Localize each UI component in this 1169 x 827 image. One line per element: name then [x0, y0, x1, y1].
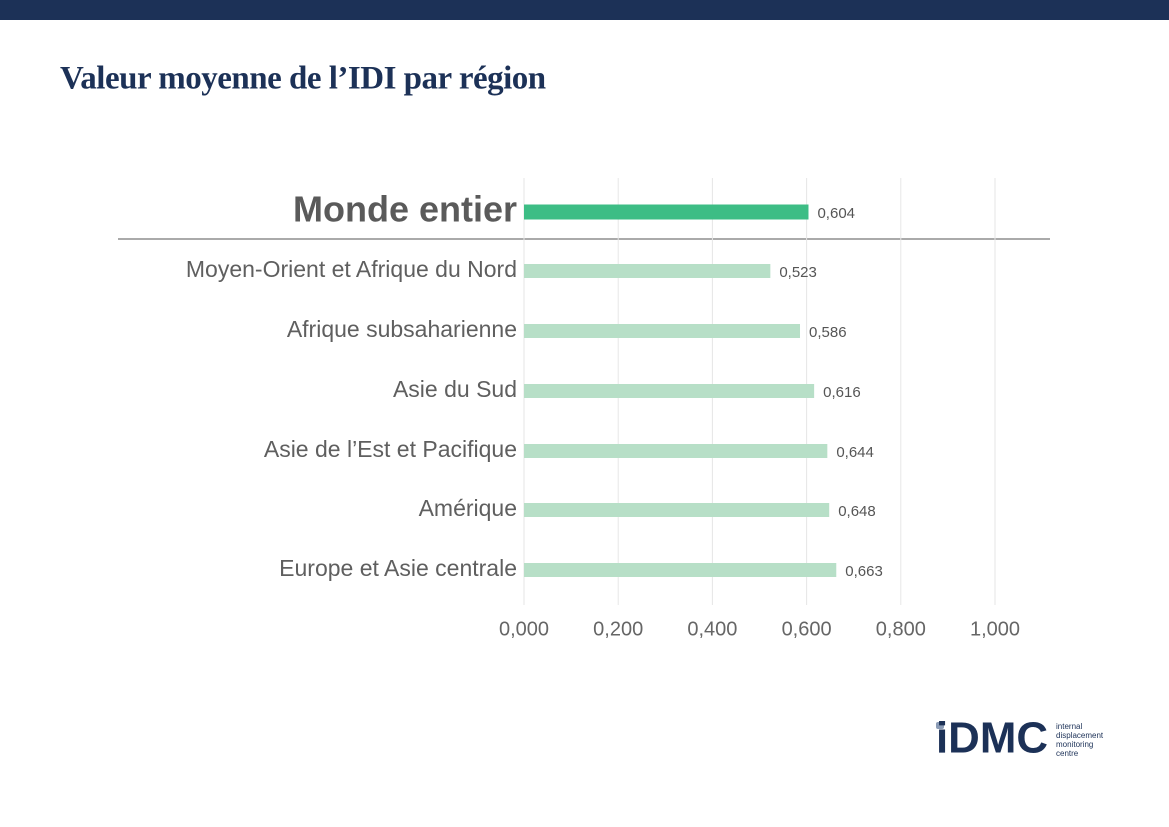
logo-mark: iDMC: [936, 714, 1048, 763]
logo-text: monitoring: [1056, 740, 1093, 749]
bar: [524, 384, 815, 398]
logo-text: internal: [1056, 722, 1082, 731]
value-label: 0,586: [809, 324, 847, 341]
y-tick-label: Asie du Sud: [393, 376, 517, 402]
x-tick-label: 1,000: [970, 618, 1020, 640]
bar: [524, 204, 809, 220]
y-tick-label: Europe et Asie centrale: [279, 555, 517, 581]
y-tick-label: Moyen-Orient et Afrique du Nord: [186, 256, 517, 282]
y-tick-label: Asie de l’Est et Pacifique: [264, 436, 517, 462]
value-label: 0,644: [836, 444, 874, 461]
value-label: 0,616: [823, 384, 861, 401]
chart-title: Valeur moyenne de l’IDI par région: [60, 61, 546, 97]
y-tick-label: Amérique: [419, 495, 517, 521]
value-label: 0,663: [845, 563, 883, 580]
x-tick-label: 0,200: [593, 618, 643, 640]
top-band: [0, 0, 1169, 20]
bar: [524, 324, 801, 338]
logo: iDMC internal displacement monitoring ce…: [936, 714, 1104, 763]
y-tick-label: Monde entier: [293, 189, 517, 230]
bar: [524, 503, 830, 517]
x-tick-label: 0,600: [782, 618, 832, 640]
x-tick-label: 0,800: [876, 618, 926, 640]
bar: [524, 264, 771, 278]
logo-text: displacement: [1056, 731, 1104, 740]
x-tick-label: 0,000: [499, 618, 549, 640]
logo-text: centre: [1056, 749, 1079, 758]
x-tick-label: 0,400: [687, 618, 737, 640]
bar: [524, 444, 828, 458]
logo-dot: [936, 722, 944, 729]
value-label: 0,604: [817, 205, 855, 222]
y-tick-label: Afrique subsaharienne: [287, 316, 517, 342]
value-label: 0,648: [838, 503, 876, 520]
value-label: 0,523: [779, 264, 817, 281]
bar: [524, 563, 837, 577]
